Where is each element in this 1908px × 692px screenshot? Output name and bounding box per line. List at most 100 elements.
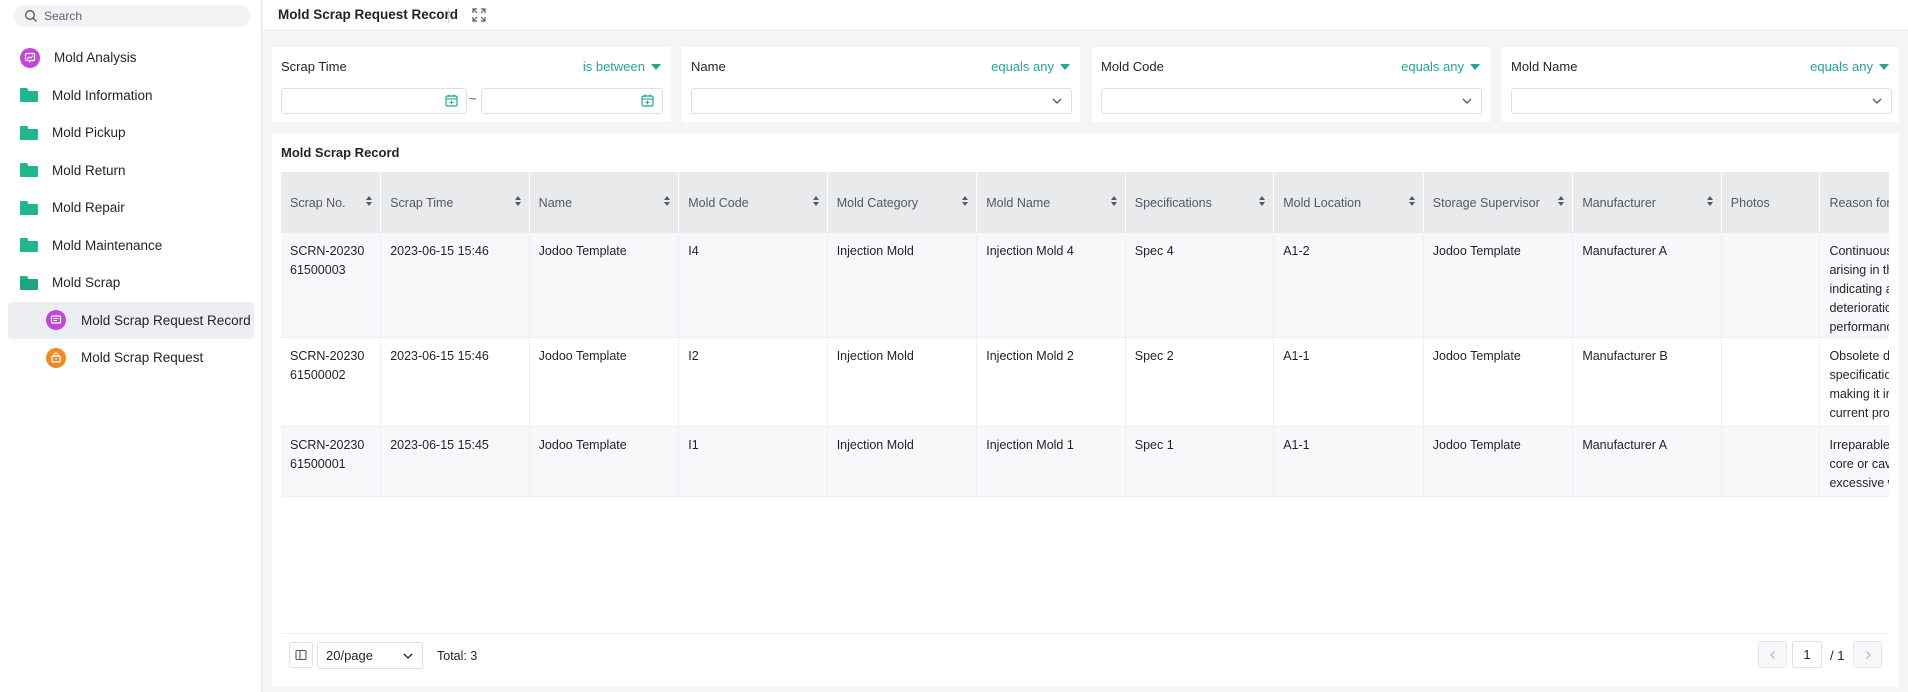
table-footer: 20/page Total: 3 1 / 1 — [281, 634, 1889, 678]
caret-down-icon — [1879, 63, 1889, 70]
sidebar-item-mold-return[interactable]: Mold Return — [0, 152, 262, 190]
name-select[interactable] — [691, 88, 1072, 114]
sort-icon[interactable] — [1408, 196, 1415, 206]
data-table: Scrap No. Scrap Time Name Mold Code Mold… — [281, 172, 1889, 497]
table-title: Mold Scrap Record — [281, 145, 400, 160]
sidebar-item-mold-scrap-request[interactable]: Mold Scrap Request — [8, 339, 254, 377]
filter-name: Name equals any — [682, 47, 1080, 122]
cell-reason: Obsolete design or outdated specificatio… — [1819, 337, 1889, 427]
filter-operator-dropdown[interactable]: equals any — [991, 59, 1070, 74]
column-header-label: Name — [538, 195, 573, 210]
search-icon — [25, 10, 37, 22]
column-header-label: Mold Name — [986, 195, 1051, 210]
prev-page-button[interactable] — [1758, 641, 1787, 668]
search-input[interactable] — [44, 9, 234, 23]
cell-photos — [1721, 233, 1821, 338]
table-scroll-area[interactable]: Scrap No. Scrap Time Name Mold Code Mold… — [281, 172, 1889, 634]
cell-mold-category: Injection Mold — [827, 426, 978, 497]
column-header-label: Mold Code — [688, 195, 749, 210]
total-count: Total: 3 — [437, 649, 478, 663]
column-header[interactable]: Manufacturer — [1572, 172, 1722, 233]
cell-manufacturer: Manufacturer B — [1572, 337, 1722, 427]
sort-icon[interactable] — [1706, 196, 1713, 206]
table-row[interactable]: SCRN-2023061500002 2023-06-15 15:46 Jodo… — [281, 337, 1889, 427]
filter-operator-dropdown[interactable]: is between — [583, 59, 661, 74]
cell-mold-code: I1 — [678, 426, 828, 497]
sort-icon[interactable] — [962, 196, 969, 206]
search-box[interactable] — [14, 5, 250, 27]
chevron-down-icon — [1872, 98, 1882, 104]
sidebar-item-label: Mold Pickup — [52, 125, 126, 141]
filter-operator-dropdown[interactable]: equals any — [1401, 59, 1480, 74]
folder-icon — [20, 88, 38, 103]
sort-icon[interactable] — [1110, 196, 1117, 206]
next-page-button[interactable] — [1853, 641, 1882, 668]
sort-icon[interactable] — [366, 196, 373, 206]
cell-name: Jodoo Template — [529, 233, 680, 338]
sidebar-item-mold-maintenance[interactable]: Mold Maintenance — [0, 227, 262, 265]
sidebar-item-mold-information[interactable]: Mold Information — [0, 77, 262, 115]
sidebar: Mold Analysis Mold Information Mold Pick… — [0, 0, 262, 692]
column-header-label: Specifications — [1134, 195, 1212, 210]
start-date-input[interactable] — [281, 88, 467, 114]
sidebar-item-label: Mold Scrap Request — [81, 350, 204, 366]
column-header-label: Storage Supervisor — [1432, 195, 1540, 210]
column-header[interactable]: Name — [529, 172, 680, 233]
mold-name-select[interactable] — [1511, 88, 1892, 114]
cell-mold-location: A1-1 — [1273, 337, 1424, 427]
sort-icon[interactable] — [514, 196, 521, 206]
sort-icon[interactable] — [1558, 196, 1565, 206]
column-header[interactable]: Specifications — [1125, 172, 1275, 233]
sidebar-item-mold-analysis[interactable]: Mold Analysis — [0, 39, 262, 77]
cell-name: Jodoo Template — [529, 337, 680, 427]
mold-code-select[interactable] — [1101, 88, 1482, 114]
filter-label: Name — [691, 59, 726, 74]
cell-manufacturer: Manufacturer A — [1572, 233, 1722, 338]
sidebar-nav: Mold Analysis Mold Information Mold Pick… — [0, 39, 262, 377]
sidebar-item-mold-scrap-request-record[interactable]: Mold Scrap Request Record — [8, 301, 254, 339]
cell-reason: Irreparable damage to the mold core or c… — [1819, 426, 1889, 497]
sidebar-item-label: Mold Analysis — [54, 50, 137, 66]
cell-mold-code: I2 — [678, 337, 828, 427]
column-header[interactable]: Mold Location — [1273, 172, 1424, 233]
column-header[interactable]: Mold Category — [827, 172, 978, 233]
caret-down-icon — [1060, 63, 1070, 70]
column-header-label: Mold Category — [836, 195, 918, 210]
sidebar-item-label: Mold Scrap — [52, 275, 121, 291]
current-page-input[interactable]: 1 — [1792, 641, 1822, 668]
sidebar-item-mold-scrap[interactable]: Mold Scrap — [0, 264, 262, 302]
sort-icon[interactable] — [664, 196, 671, 206]
sidebar-item-mold-repair[interactable]: Mold Repair — [0, 189, 262, 227]
column-header-label: Scrap Time — [390, 195, 454, 210]
page-size-label: 20/page — [326, 648, 373, 663]
fullscreen-icon[interactable] — [472, 8, 486, 22]
page-size-select[interactable]: 20/page — [317, 642, 423, 669]
filter-mold-code: Mold Code equals any — [1092, 47, 1490, 122]
filter-label: Mold Code — [1101, 59, 1164, 74]
filter-operator-dropdown[interactable]: equals any — [1810, 59, 1889, 74]
column-settings-button[interactable] — [289, 642, 313, 668]
sidebar-item-mold-pickup[interactable]: Mold Pickup — [0, 114, 262, 152]
page-header: Mold Scrap Request Record — [263, 0, 1908, 31]
header-divider — [448, 8, 449, 23]
cell-photos — [1721, 426, 1821, 497]
end-date-input[interactable] — [481, 88, 663, 114]
column-header[interactable]: Mold Name — [976, 172, 1126, 233]
column-header[interactable]: Storage Supervisor — [1423, 172, 1574, 233]
cell-scrap-time: 2023-06-15 15:46 — [380, 233, 530, 338]
caret-down-icon — [1470, 63, 1480, 70]
table-row[interactable]: SCRN-2023061500001 2023-06-15 15:45 Jodo… — [281, 426, 1889, 497]
cell-scrap-no: SCRN-2023061500002 — [281, 337, 382, 427]
filter-operator-label: is between — [582, 59, 645, 74]
page-title: Mold Scrap Request Record — [278, 7, 459, 22]
filter-operator-label: equals any — [991, 59, 1054, 74]
column-header[interactable]: Scrap Time — [380, 172, 530, 233]
table-row[interactable]: SCRN-2023061500003 2023-06-15 15:46 Jodo… — [281, 233, 1889, 338]
current-page-label: 1 — [1803, 647, 1811, 662]
sort-icon[interactable] — [1259, 196, 1266, 206]
sort-icon[interactable] — [812, 196, 819, 206]
column-header[interactable]: Mold Code — [678, 172, 828, 233]
column-header[interactable]: Scrap No. — [281, 172, 382, 233]
cell-mold-location: A1-1 — [1273, 426, 1424, 497]
folder-icon — [20, 125, 38, 140]
